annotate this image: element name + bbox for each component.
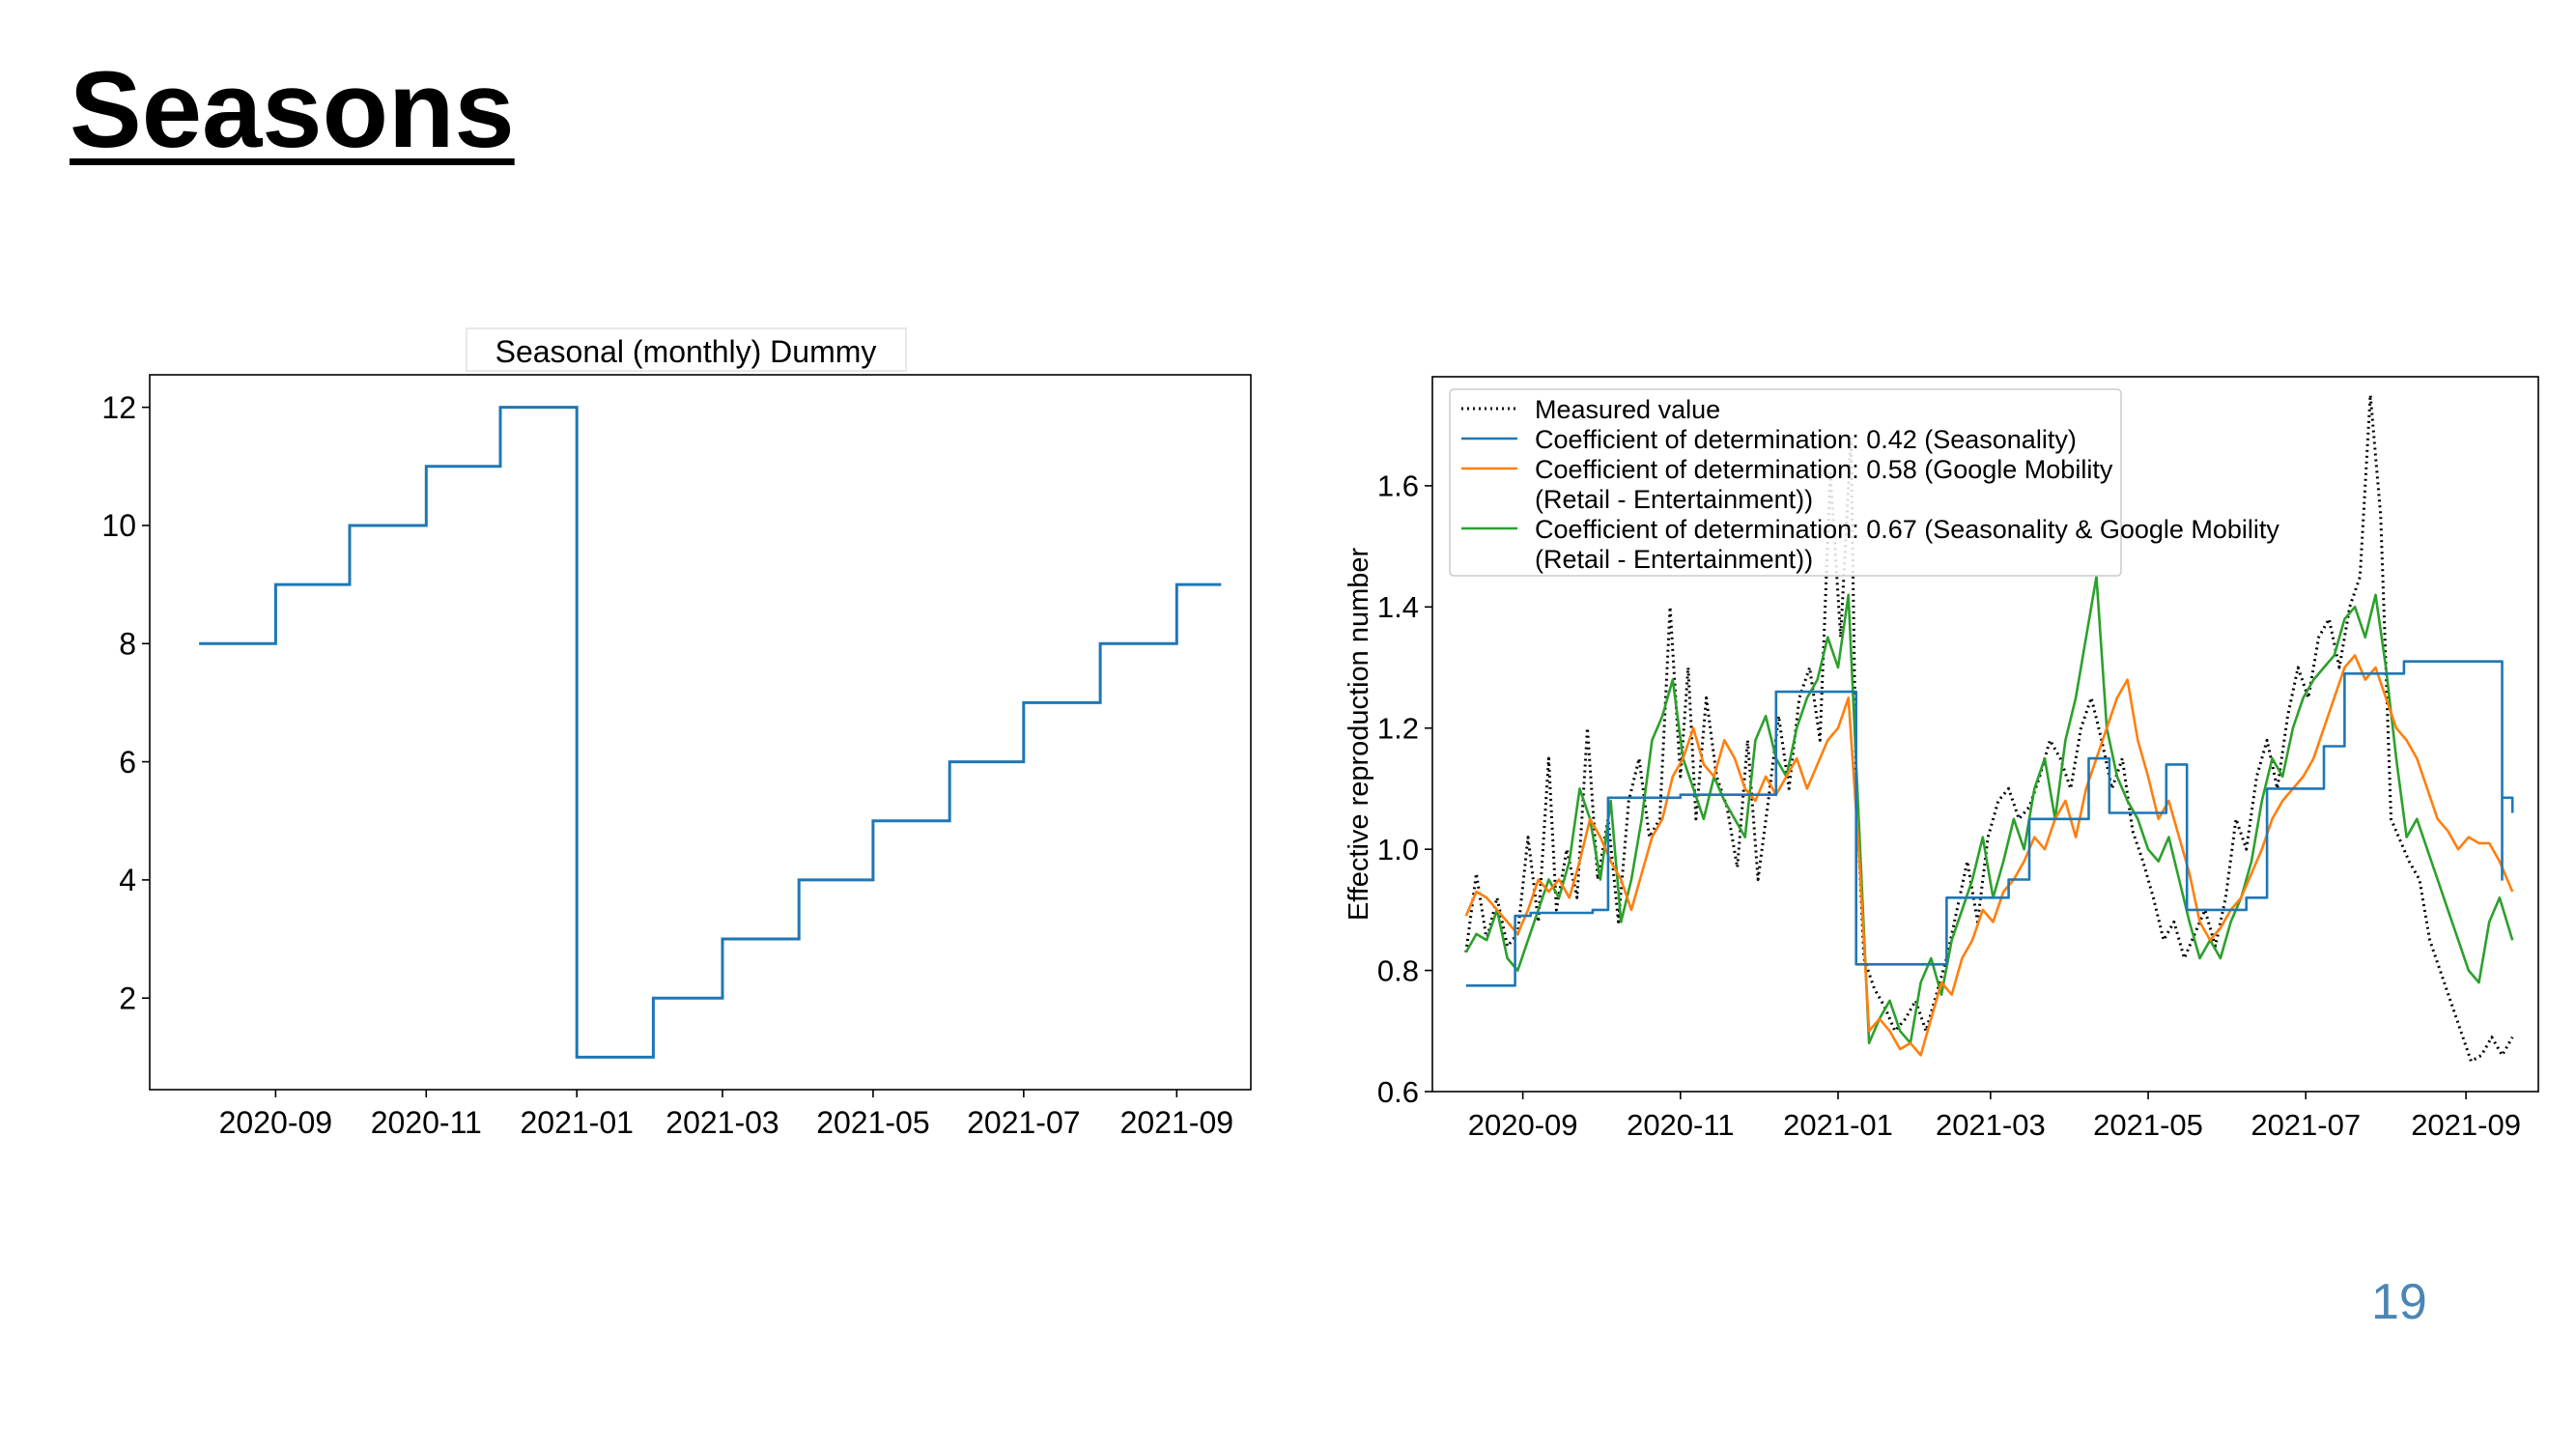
x-tick-label: 2021-01 [1783,1108,1893,1142]
x-tick-label: 2020-09 [1468,1108,1578,1142]
y-tick-label: 2 [119,980,136,1015]
legend-label: Coefficient of determination: 0.58 (Goog… [1535,455,2113,484]
x-tick-label: 2021-01 [520,1105,633,1140]
y-tick-label: 1.4 [1377,590,1419,624]
legend-label: Coefficient of determination: 0.67 (Seas… [1535,515,2279,544]
legend-label: Measured value [1535,395,1720,424]
y-tick-label: 6 [119,745,136,780]
series-line-2 [1464,654,2514,1057]
y-tick-label: 4 [119,863,136,897]
plot-frame [149,374,1252,1091]
legend-box [1449,388,2122,577]
y-tick-label: 0.8 [1377,953,1419,987]
plot-frame [1431,376,2539,1093]
y-tick-label: 8 [119,626,136,661]
seasonal-dummy-chart: Seasonal (monthly) Dummy 2 4 6 8 10 12 2020-09 2… [101,327,1252,1140]
y-axis-label: Effective reproduction number [1344,547,1374,921]
chart-title: Seasonal (monthly) Dummy [495,334,877,369]
x-tick-label: 2021-05 [816,1105,929,1140]
slide-title: Seasons [70,49,515,170]
series-line-1 [1465,660,2514,987]
x-tick-label: 2020-11 [371,1105,482,1140]
page-number: 19 [2371,1274,2427,1330]
reproduction-number-chart: 0.6 0.8 1.0 1.2 1.4 1.6 2020-09 2020-11 2021-01 2… [1344,376,2539,1142]
x-tick-label: 2021-07 [967,1105,1080,1140]
x-tick-label: 2021-03 [1936,1108,2046,1142]
x-tick-label: 2020-09 [219,1105,332,1140]
series-line-3 [1464,575,2514,1045]
x-tick-label: 2021-05 [2093,1108,2203,1142]
legend-label: Coefficient of determination: 0.42 (Seas… [1535,425,2077,454]
x-tick-label: 2021-09 [2411,1108,2521,1142]
y-tick-label: 1.0 [1377,833,1419,867]
series-line-0 [199,406,1222,1059]
y-tick-label: 12 [101,390,136,425]
y-tick-label: 10 [101,508,136,543]
x-tick-label: 2021-03 [665,1105,778,1140]
x-tick-label: 2021-09 [1120,1105,1233,1140]
y-tick-label: 1.2 [1377,712,1419,746]
x-tick-label: 2021-07 [2250,1108,2361,1142]
y-tick-label: 0.6 [1377,1075,1419,1109]
x-tick-label: 2020-11 [1627,1108,1734,1142]
y-tick-label: 1.6 [1377,469,1419,503]
legend-label: (Retail - Entertainment)) [1535,545,1813,574]
chart-title-box [466,327,907,372]
legend-label: (Retail - Entertainment)) [1535,485,1813,514]
